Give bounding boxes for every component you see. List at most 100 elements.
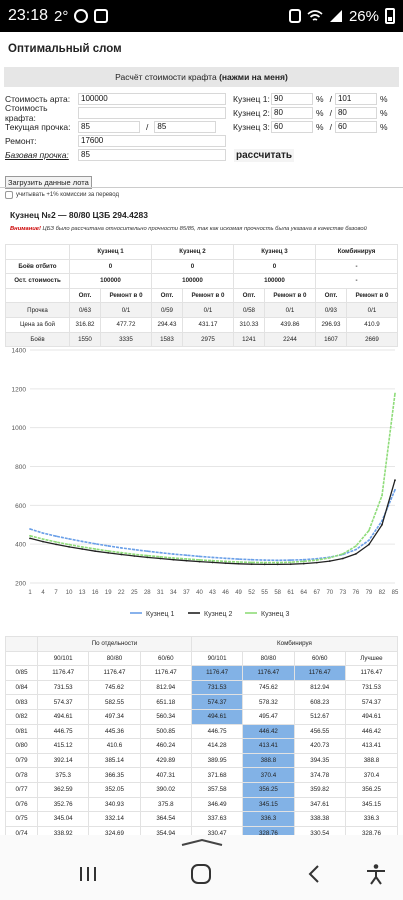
legend-label: Кузнец 1 xyxy=(146,611,175,618)
smith-1-max-input[interactable] xyxy=(334,92,377,105)
data-point xyxy=(289,561,292,564)
table-cell: 0/1 xyxy=(100,302,152,318)
table-row: Цена за бой 316.82 477.72 294.43 431.17 … xyxy=(5,316,399,333)
base-durability-input[interactable] xyxy=(78,148,226,161)
art-cost-input[interactable] xyxy=(78,92,226,105)
table-row: 0/82 494.61 497.34 560.34 494.61 495.47 512.67… xyxy=(5,708,399,725)
data-point xyxy=(276,561,279,564)
data-point xyxy=(276,559,279,562)
table-row: Прочка 0/63 0/1 0/59 0/1 0/58 0/1 0/93 0… xyxy=(5,302,399,318)
sub-header: Опт. xyxy=(314,287,347,304)
smith-2-max-input[interactable] xyxy=(334,106,377,119)
smith-1-row: Кузнец 1: % / % xyxy=(233,92,391,105)
y-tick-label: 800 xyxy=(15,464,26,471)
data-point xyxy=(315,561,318,564)
table-cell: 338.38 xyxy=(293,811,346,827)
data-point xyxy=(185,554,188,557)
base-durability-label[interactable]: Базовая прочка: xyxy=(5,149,69,160)
table-cell: 446.75 xyxy=(190,723,244,740)
table-cell: 392.14 xyxy=(36,752,90,769)
table-cell: 1176.47 xyxy=(293,665,346,681)
table-cell: 446.42 xyxy=(344,723,399,740)
table-cell: 0/82 xyxy=(5,708,38,725)
data-point xyxy=(120,551,123,554)
x-tick-label: 76 xyxy=(353,590,360,596)
table-row: 0/75 345.04 332.14 364.54 337.63 336.3 338.38 3… xyxy=(5,811,399,827)
data-point xyxy=(328,560,331,562)
x-tick-label: 73 xyxy=(340,590,347,596)
home-button[interactable] xyxy=(183,859,219,889)
table-cell: 1176.47 xyxy=(139,665,192,681)
table-cell: 494.61 xyxy=(36,708,90,725)
price-chart: 200 400 600 800 1000 1200 1400 1 4 7 10 13 16 19 22 25 2… xyxy=(12,348,399,619)
data-point xyxy=(250,561,253,564)
calculate-button[interactable]: рассчитать xyxy=(234,149,294,162)
breakdown-table: По отдельности Комбинируя 90/101 80/80 6… xyxy=(5,636,399,835)
data-point xyxy=(211,561,214,564)
table-cell: 477.72 xyxy=(100,316,152,333)
accessibility-button[interactable] xyxy=(358,859,394,889)
table-cell: 375.3 xyxy=(36,767,90,783)
load-lot-button[interactable]: Загрузить данные лота xyxy=(5,176,92,189)
sub-header: Ремонт в 0 xyxy=(263,287,316,304)
y-tick-label: 200 xyxy=(15,581,26,588)
smith-2-label: Кузнец 2: xyxy=(233,107,270,118)
craft-cost-toggle[interactable]: Расчёт стоимости крафта (нажми на меня) xyxy=(4,67,399,87)
back-button[interactable] xyxy=(296,859,332,889)
repair-input[interactable] xyxy=(78,134,226,147)
table-cell: 460.24 xyxy=(139,738,192,754)
data-point xyxy=(146,550,149,553)
percent-sign: % xyxy=(316,121,324,132)
x-tick-label: 25 xyxy=(131,590,138,596)
current-durability-input[interactable] xyxy=(78,120,140,133)
table-cell: 0 xyxy=(150,258,234,275)
x-tick-label: 19 xyxy=(105,590,112,596)
table-cell: 0/93 xyxy=(314,302,347,318)
data-point xyxy=(81,545,84,548)
warning-label: Внимание! xyxy=(10,226,41,232)
recent-apps-button[interactable] xyxy=(70,859,106,889)
craft-cost-input[interactable] xyxy=(78,106,226,119)
battery-percent: 26% xyxy=(348,7,379,25)
data-point xyxy=(42,538,44,541)
alarm-icon xyxy=(288,9,301,23)
table-cell: 347.61 xyxy=(293,796,346,813)
data-point xyxy=(159,551,162,554)
table-cell: 651.18 xyxy=(139,694,192,710)
status-time: 23:18 xyxy=(8,7,49,24)
notification-icon xyxy=(74,9,89,23)
data-point xyxy=(394,488,396,491)
commission-checkbox-row[interactable]: учитывать +1% комиссии за перевод xyxy=(5,191,119,199)
smith-3-row: Кузнец 3: % / % xyxy=(233,120,391,133)
collapse-chevron-icon[interactable] xyxy=(178,837,226,847)
x-tick-label: 43 xyxy=(209,590,216,596)
commission-checkbox[interactable] xyxy=(5,191,13,199)
data-point xyxy=(381,523,383,526)
group-header-combined: Комбинируя xyxy=(190,636,399,652)
smith-3-cur-input[interactable] xyxy=(271,120,313,133)
smith-2-cur-input[interactable] xyxy=(271,106,313,119)
data-point xyxy=(172,558,175,561)
table-cell: 100000 xyxy=(150,273,234,289)
x-tick-label: 52 xyxy=(248,590,255,596)
data-point xyxy=(146,554,149,557)
table-cell: 366.35 xyxy=(88,767,141,783)
table-cell: 560.34 xyxy=(139,708,192,725)
table-cell: 345.15 xyxy=(344,796,399,813)
divider xyxy=(0,187,403,188)
slash: / xyxy=(329,121,332,132)
x-tick-label: 10 xyxy=(66,590,73,596)
smith-1-cur-input[interactable] xyxy=(271,92,313,105)
table-cell: 330.54 xyxy=(293,825,346,835)
table-cell: 1176.47 xyxy=(190,665,244,681)
table-cell: 445.36 xyxy=(88,723,141,740)
data-point xyxy=(68,545,71,548)
x-tick-label: 67 xyxy=(313,590,320,596)
data-point xyxy=(394,392,396,395)
smith-3-max-input[interactable] xyxy=(334,120,377,133)
craft-header-hint: (нажми на меня) xyxy=(219,72,288,82)
recent-apps-icon xyxy=(80,867,96,881)
table-cell xyxy=(5,287,70,304)
max-durability-input[interactable] xyxy=(154,120,217,133)
x-tick-label: 37 xyxy=(183,590,190,596)
